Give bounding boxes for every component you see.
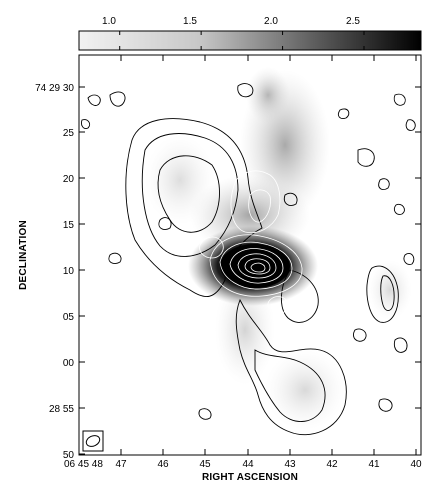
greyscale-emission [145, 67, 412, 430]
x-axis-title: RIGHT ASCENSION [202, 472, 298, 483]
radio-image [79, 55, 421, 455]
outer-contours [81, 83, 416, 436]
x-tick-label-3: 45 [199, 459, 211, 470]
y-tick-label-8: 50 [63, 450, 75, 461]
y-axis-title: DECLINATION [18, 220, 29, 290]
colorbar-ticks [119, 31, 365, 50]
x-tick-label-6: 42 [326, 459, 338, 470]
y-tick-label-3: 15 [63, 220, 75, 231]
colorbar-tick-label-0: 1.0 [102, 16, 116, 27]
x-tick-labels: 06 45 48 47 46 45 44 43 42 41 40 [64, 459, 422, 470]
plot-frame [78, 54, 422, 456]
x-tick-label-0: 06 45 48 [64, 459, 103, 470]
x-tick-label-4: 44 [242, 459, 254, 470]
y-tick-labels: 74 29 30 25 20 15 10 05 00 28 55 50 [35, 83, 74, 461]
colorbar-tick-label-3: 2.5 [346, 16, 360, 27]
beam-ellipse [82, 430, 104, 452]
y-tick-label-6: 00 [63, 358, 75, 369]
y-tick-label-1: 25 [63, 128, 75, 139]
y-tick-label-0: 74 29 30 [35, 83, 74, 94]
y-tick-label-7: 28 55 [49, 404, 74, 415]
x-tick-label-2: 46 [157, 459, 169, 470]
x-tick-label-7: 41 [368, 459, 380, 470]
y-tick-label-4: 10 [63, 266, 75, 277]
colorbar-tick-label-1: 1.5 [183, 16, 197, 27]
colorbar-gradient [78, 30, 422, 51]
colorbar-tick-label-2: 2.0 [264, 16, 278, 27]
colorbar: 1.0 1.5 2.0 2.5 [78, 16, 422, 51]
y-tick-label-2: 20 [63, 174, 75, 185]
x-tick-label-8: 40 [410, 459, 422, 470]
axis-ticks [78, 55, 421, 455]
x-tick-label-5: 43 [284, 459, 296, 470]
inner-contours [199, 170, 303, 314]
x-tick-label-1: 47 [115, 459, 127, 470]
y-tick-label-5: 05 [63, 312, 75, 323]
